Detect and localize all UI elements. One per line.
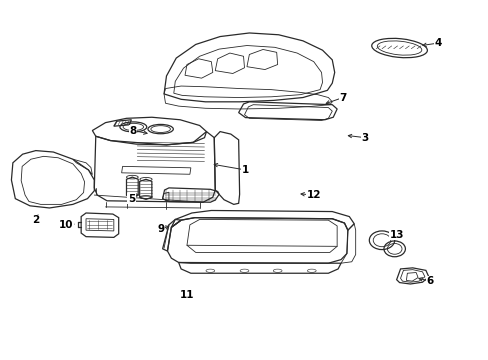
Text: 3: 3 — [361, 133, 368, 143]
Text: 9: 9 — [157, 225, 164, 234]
Text: 12: 12 — [306, 190, 320, 200]
Text: 13: 13 — [388, 230, 403, 239]
Text: 4: 4 — [434, 38, 441, 48]
Text: 11: 11 — [180, 290, 194, 300]
Text: 2: 2 — [32, 215, 40, 225]
Text: 7: 7 — [339, 93, 346, 103]
Text: 10: 10 — [59, 220, 74, 230]
Text: 6: 6 — [426, 276, 432, 286]
Text: 1: 1 — [242, 165, 248, 175]
Text: 5: 5 — [127, 194, 135, 204]
Text: 8: 8 — [129, 126, 137, 135]
